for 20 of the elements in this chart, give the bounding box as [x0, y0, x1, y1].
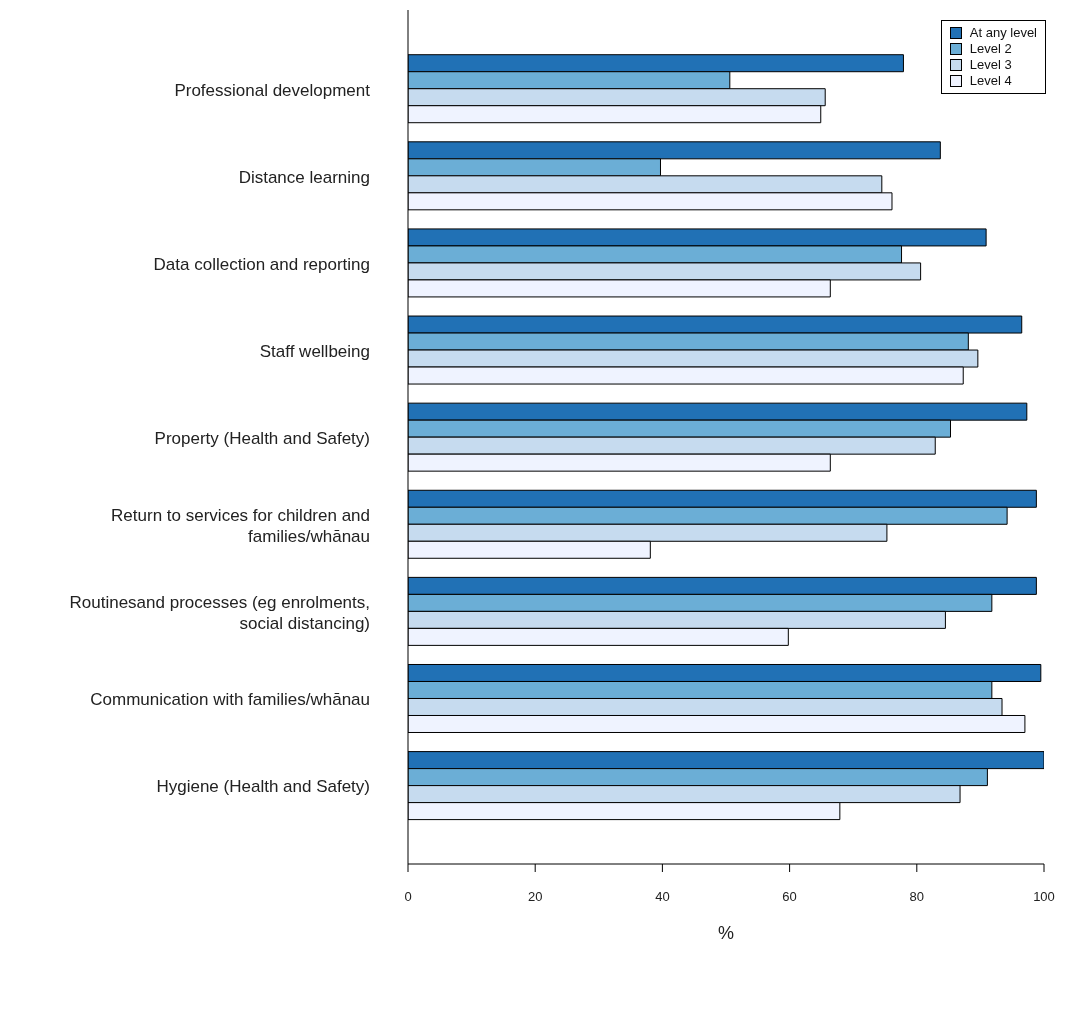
y-tick-label: Professional development	[174, 80, 371, 100]
x-tick-label: 100	[1033, 889, 1055, 905]
y-tick-label: Distance learning	[238, 167, 370, 187]
x-tick-label: 80	[909, 889, 925, 905]
x-axis-title: %	[717, 923, 735, 943]
x-tick-label: 20	[527, 889, 543, 905]
y-tick-label: Return to services for children and families/whānau	[111, 505, 370, 546]
legend-label: At any level	[969, 25, 1037, 41]
x-tick-label: 40	[655, 889, 670, 905]
y-tick-label: Data collection and reporting	[153, 254, 370, 274]
x-tick-label: 0	[404, 889, 412, 905]
legend-label: Level 4	[969, 73, 1012, 89]
x-tick-label: 60	[782, 889, 797, 905]
y-tick-label: Routinesand processes (eg enrolments, social distancing)	[69, 592, 370, 633]
y-tick-label: Communication with families/whānau	[90, 689, 370, 709]
legend-label: Level 2	[969, 41, 1012, 57]
legend-label: Level 3	[969, 57, 1012, 73]
y-tick-label: Hygiene (Health and Safety)	[156, 776, 370, 796]
y-tick-label: Staff wellbeing	[259, 341, 370, 361]
y-tick-label: Property (Health and Safety)	[154, 428, 370, 448]
